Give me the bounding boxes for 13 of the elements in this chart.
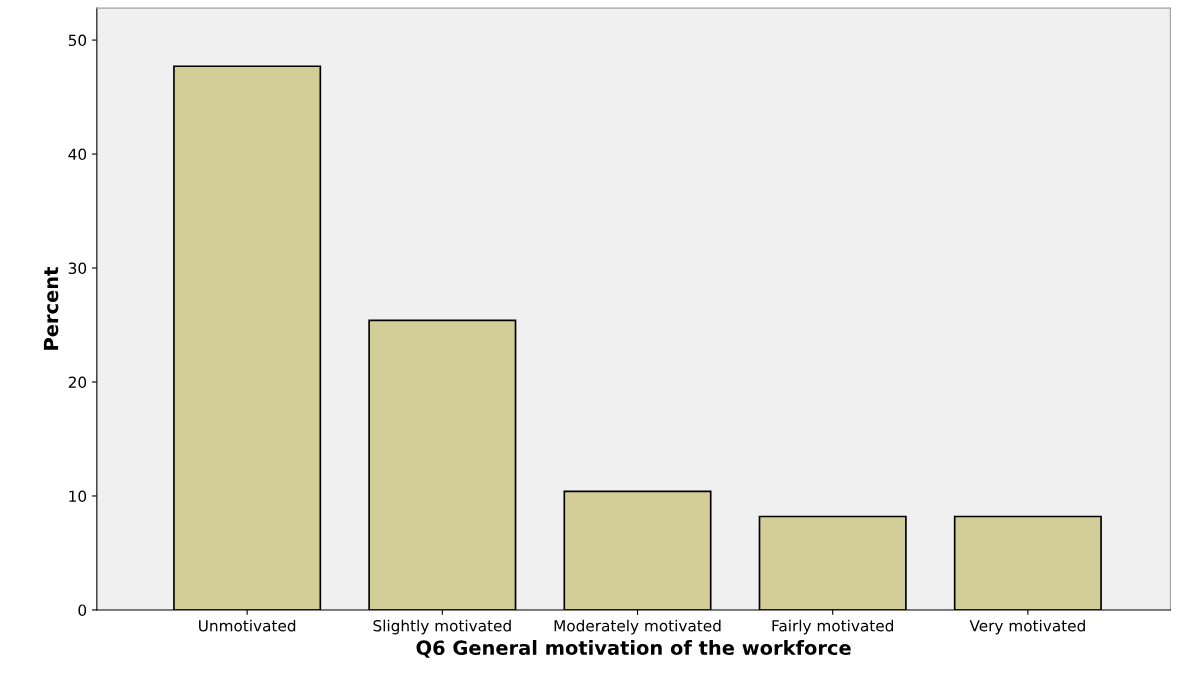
y-tick-label: 40 [68,148,87,161]
x-axis-title: Q6 General motivation of the workforce [416,640,851,658]
x-tick-label: Fairly motivated [772,619,893,635]
x-tick-label: Moderately motivated [554,619,721,635]
y-tick-label: 30 [68,262,87,275]
y-tick-label: 0 [78,604,87,616]
y-tick-label: 10 [69,490,87,502]
x-tick-label: Very motivated [969,619,1085,635]
y-tick-label: 20 [68,376,87,389]
x-tick-label: Unmotivated [199,619,296,632]
y-axis-title: Percent [43,267,59,350]
y-tick-label: 50 [68,34,87,47]
x-tick-label: Slightly motivated [373,619,511,635]
